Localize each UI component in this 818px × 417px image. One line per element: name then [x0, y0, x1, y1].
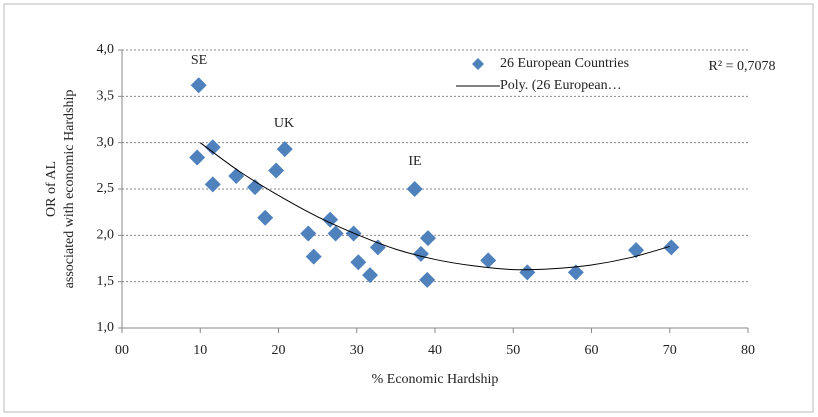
- point: [419, 230, 436, 247]
- frame: [3, 3, 814, 413]
- y-tick-label: 3,5: [97, 89, 115, 104]
- point: [305, 248, 322, 265]
- point: [228, 168, 245, 185]
- annotation: IE: [408, 154, 421, 169]
- x-tick-label: 80: [741, 343, 755, 358]
- y-tick-label: 2,5: [97, 181, 115, 196]
- annotation: SE: [191, 53, 207, 68]
- point: [276, 141, 293, 158]
- legend-marker: [472, 58, 484, 70]
- x-tick-label: 40: [428, 343, 442, 358]
- point: [663, 239, 680, 256]
- trend-line: [199, 142, 670, 271]
- point: [406, 181, 423, 197]
- point: [189, 149, 206, 166]
- y-axis-title: OR of AL associated with economic Hardsh…: [44, 90, 77, 289]
- point: [322, 211, 339, 228]
- x-axis-title: % Economic Hardship: [372, 372, 499, 387]
- y-axis-title-line: OR of AL: [44, 161, 59, 217]
- y-tick-label: 1,0: [97, 320, 115, 335]
- point: [412, 245, 429, 262]
- point: [247, 179, 264, 196]
- y-tick-label: 2,0: [97, 228, 115, 243]
- legend-label: Poly. (26 European…: [500, 78, 622, 93]
- x-tick-label: 60: [585, 343, 599, 358]
- annotation: R² = 0,7078: [709, 59, 776, 74]
- point: [350, 254, 367, 271]
- point: [190, 77, 207, 94]
- x-tick-label: 00: [115, 343, 129, 358]
- y-tick-label: 1,5: [97, 274, 115, 289]
- x-tick-label: 10: [193, 343, 207, 358]
- legend-label: 26 European Countries: [500, 56, 629, 71]
- point: [480, 252, 497, 269]
- point: [362, 267, 379, 284]
- point: [300, 225, 317, 242]
- x-tick-label: 50: [506, 343, 520, 358]
- y-tick-label: 4,0: [97, 42, 115, 57]
- point: [204, 176, 221, 193]
- y-axis-title-line: associated with economic Hardship: [62, 90, 77, 289]
- point: [628, 242, 645, 259]
- point: [419, 271, 436, 288]
- x-tick-label: 70: [663, 343, 677, 358]
- x-tick-label: 30: [350, 343, 364, 358]
- x-tick-label: 20: [272, 343, 286, 358]
- point: [257, 209, 274, 226]
- point: [327, 225, 344, 242]
- point: [567, 264, 584, 281]
- point: [268, 162, 285, 179]
- annotation: UK: [274, 116, 294, 131]
- point: [204, 139, 221, 156]
- y-tick-label: 3,0: [97, 135, 115, 150]
- point: [519, 264, 536, 281]
- point: [369, 239, 386, 256]
